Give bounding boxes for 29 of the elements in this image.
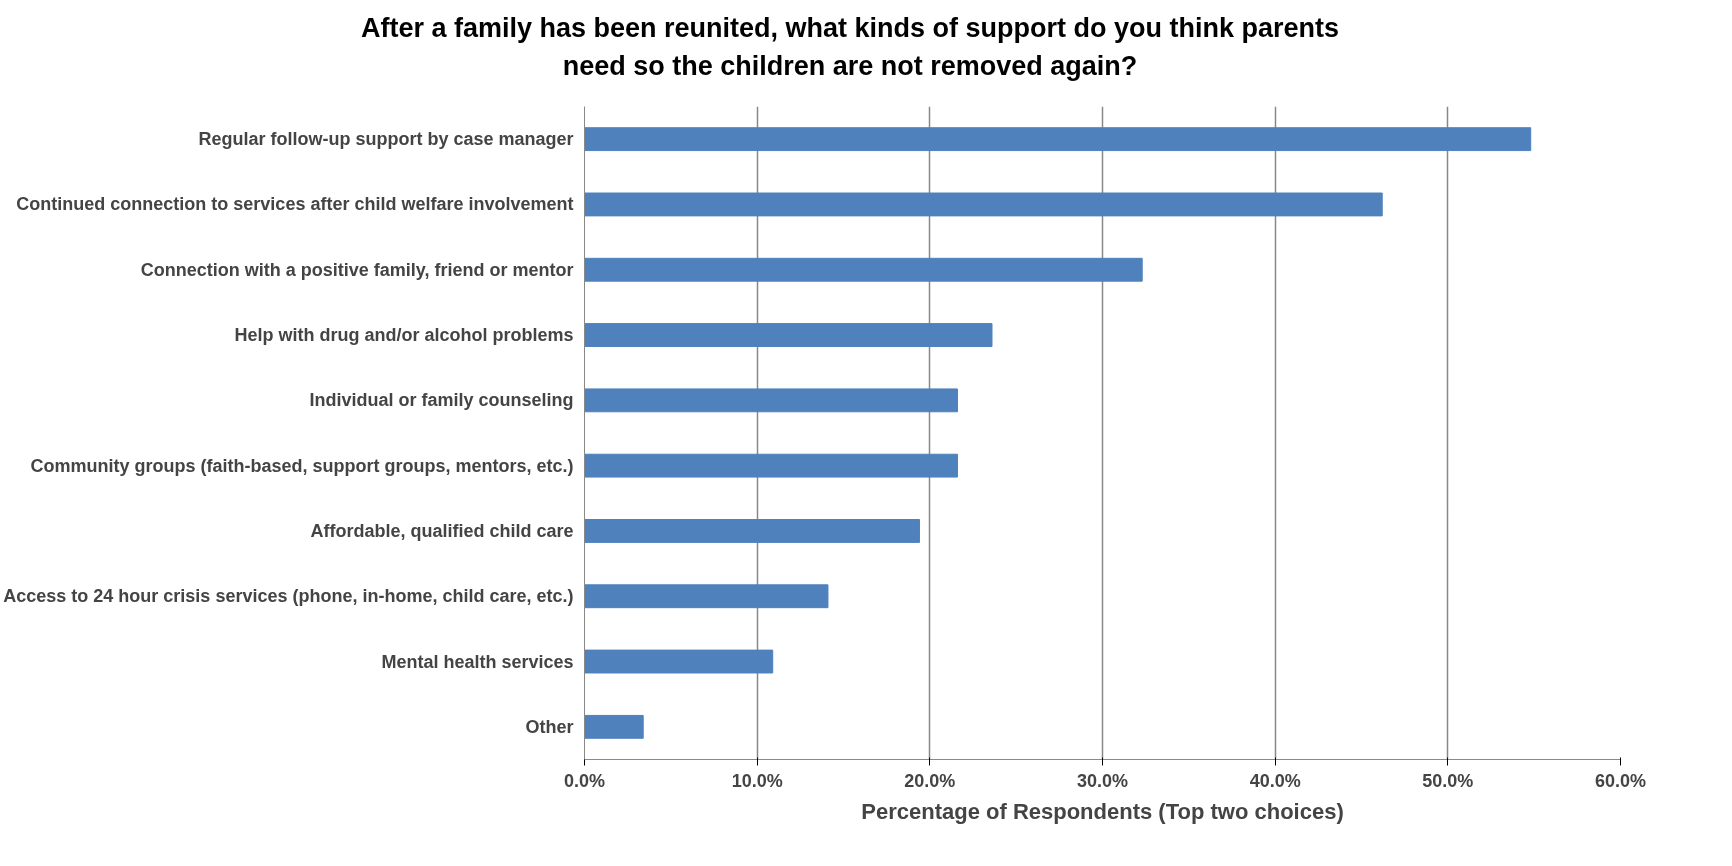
bar bbox=[584, 649, 774, 674]
x-tick-label: 40.0% bbox=[1249, 770, 1301, 791]
x-tick-label: 30.0% bbox=[1076, 770, 1129, 791]
y-tick-label: Regular follow-up support by case manager bbox=[198, 128, 574, 149]
bar bbox=[584, 583, 829, 608]
y-tick-label: Continued connection to services after child welfare involvement bbox=[16, 194, 574, 215]
bar bbox=[584, 388, 958, 412]
bar bbox=[584, 453, 958, 478]
y-tick-label: Help with drug and/or alcohol problems bbox=[234, 324, 574, 345]
bar bbox=[584, 192, 1383, 216]
bar bbox=[584, 126, 1532, 151]
y-tick-label: Access to 24 hour crisis services (phone, in-home, child care, etc.) bbox=[3, 585, 574, 606]
y-tick-label: Affordable, qualified child care bbox=[310, 520, 574, 541]
x-tick-label: 10.0% bbox=[731, 770, 783, 791]
bar bbox=[584, 322, 993, 347]
bar bbox=[584, 714, 644, 739]
y-tick-label: Individual or family counseling bbox=[309, 389, 574, 410]
x-tick-label: 20.0% bbox=[904, 770, 956, 791]
y-tick-label: Community groups (faith-based, support groups, mentors, etc.) bbox=[30, 455, 574, 476]
x-axis-title: Percentage of Respondents (Top two choices) bbox=[861, 798, 1344, 824]
y-tick-label: Mental health services bbox=[381, 651, 574, 672]
y-tick-label: Connection with a positive family, friend or mentor bbox=[140, 259, 574, 280]
chart-title: After a family has been reunited, what kinds of support do you think parents need so the children are not removed again? bbox=[359, 12, 1341, 83]
x-tick-label: 60.0% bbox=[1594, 770, 1647, 791]
x-tick-label: 0.0% bbox=[563, 770, 606, 791]
bar bbox=[584, 257, 1143, 282]
x-tick-label: 50.0% bbox=[1422, 770, 1474, 791]
bar bbox=[584, 518, 920, 543]
y-tick-label: Other bbox=[525, 716, 574, 737]
